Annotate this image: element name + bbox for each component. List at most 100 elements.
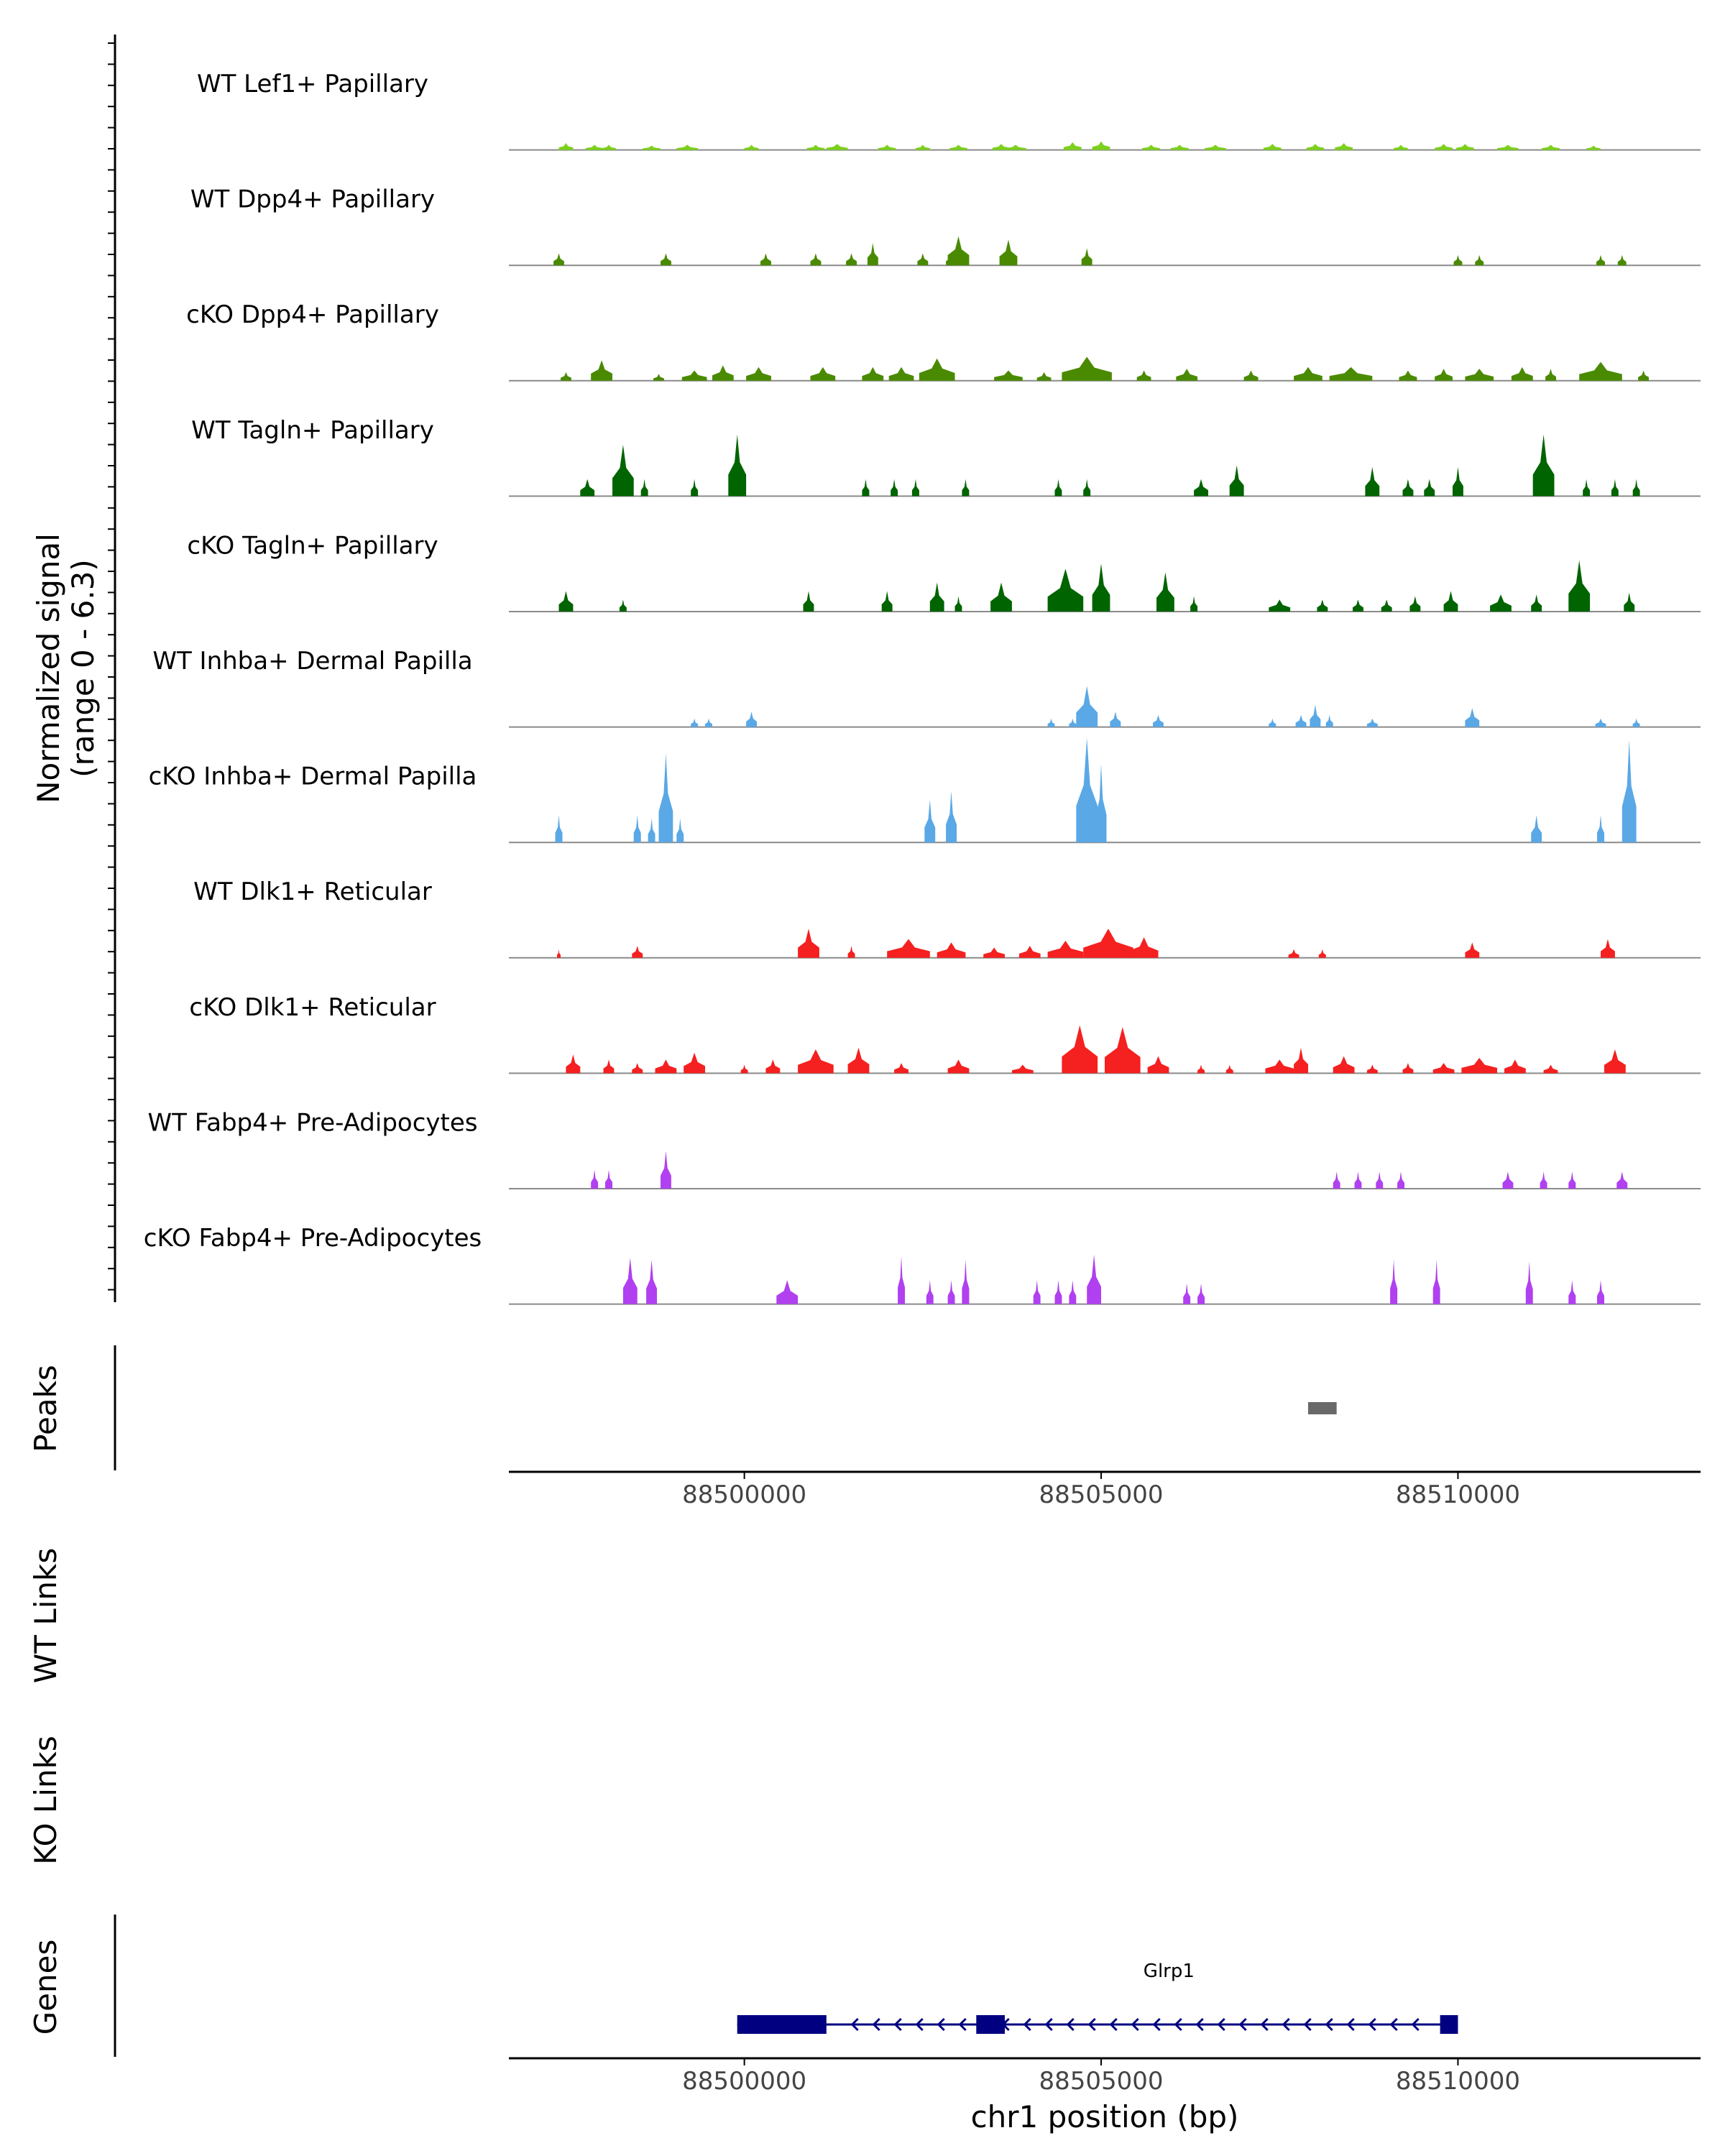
coverage-peak: [602, 144, 616, 150]
coverage-peak: [691, 718, 699, 727]
coverage-peak: [1465, 942, 1480, 958]
coverage-peak: [990, 582, 1012, 612]
track-label: cKO Tagln+ Papillary: [187, 531, 438, 560]
coverage-peak: [1366, 1064, 1378, 1074]
coverage-peak: [1597, 1280, 1604, 1304]
coverage-peak: [603, 1059, 615, 1074]
coverage-peak: [994, 370, 1023, 381]
coverage-peak: [846, 253, 857, 266]
coverage-peak: [1490, 594, 1512, 612]
gene-name: Glrp1: [1144, 1961, 1195, 1982]
coverage-peak: [691, 479, 699, 497]
coverage-peak: [810, 367, 836, 381]
coverage-peak: [1295, 714, 1307, 727]
coverage-peak: [653, 374, 664, 381]
strand-arrow: [872, 2017, 880, 2032]
strand-arrow: [1389, 2017, 1398, 2032]
coverage-peak: [622, 1258, 638, 1304]
coverage-peak: [655, 1059, 677, 1074]
coverage-peak: [1531, 815, 1542, 843]
coverage-peak: [1568, 1171, 1576, 1189]
coverage-peak: [558, 143, 574, 150]
coverage-peak: [1435, 144, 1453, 150]
coverage-peak: [1333, 1056, 1355, 1074]
coverage-ylabel-line1: Normalized signal: [31, 533, 66, 803]
track-label: cKO Inhba+ Dermal Papilla: [149, 763, 477, 791]
coverage-peak: [1317, 599, 1328, 612]
coverage-peak: [684, 1052, 705, 1074]
strand-arrow: [915, 2017, 924, 2032]
strand-arrow: [1411, 2017, 1420, 2032]
peak-intervals: [1307, 1402, 1337, 1414]
coverage-peak: [632, 1063, 643, 1074]
coverage-peak: [1595, 718, 1606, 727]
strand-arrow: [958, 2017, 967, 2032]
coverage-peak: [1402, 1063, 1414, 1074]
track-label: cKO Dpp4+ Papillary: [186, 300, 439, 329]
coverage-peak: [648, 818, 656, 843]
gene-model: Glrp1: [737, 1961, 1458, 2034]
coverage-peak: [1205, 144, 1226, 150]
coverage-peak: [1318, 949, 1326, 958]
wt-links-label: WT Links: [28, 1548, 63, 1683]
coverage-peak: [1545, 369, 1556, 381]
coverage-peak: [1365, 466, 1380, 497]
coverage-peak: [1531, 594, 1542, 612]
coverage-peak: [878, 144, 896, 150]
coverage-peak: [1632, 718, 1640, 727]
coverage-peak: [898, 1256, 905, 1304]
coverage-peak: [643, 145, 661, 150]
coverage-peak: [847, 1047, 870, 1074]
coverage-peak: [888, 367, 914, 381]
coverage-peak: [1156, 572, 1174, 612]
coverage-peak: [676, 144, 699, 150]
coverage-peak: [1076, 738, 1098, 843]
coverage-peak: [1397, 1171, 1404, 1189]
coverage-peak: [1376, 1171, 1384, 1189]
coverage-peak: [947, 1280, 955, 1304]
coverage-peak: [924, 799, 936, 843]
track-label: WT Inhba+ Dermal Papilla: [152, 647, 472, 676]
track-label: cKO Dlk1+ Reticular: [189, 993, 436, 1022]
coverage-peak: [1288, 949, 1300, 958]
coverage-peak: [1229, 465, 1244, 497]
coverage-peak: [705, 718, 712, 727]
strand-arrow: [937, 2017, 945, 2032]
coverage-peak: [1532, 434, 1555, 497]
strand-arrow: [1325, 2017, 1333, 2032]
coverage-peak: [591, 360, 612, 381]
coverage-peak: [1170, 144, 1189, 150]
coverage-y-ticks: [108, 42, 115, 1291]
coverage-peak: [1399, 370, 1417, 381]
coverage-peak: [1601, 939, 1615, 958]
coverage-peak: [1353, 599, 1363, 612]
coverage-peak: [1306, 144, 1325, 150]
coverage-peak: [1432, 1063, 1455, 1074]
ko-links-label: KO Links: [28, 1736, 63, 1865]
coverage-peak: [1095, 763, 1107, 843]
coverage-peak: [1354, 1171, 1362, 1189]
coverage-peak: [746, 367, 771, 381]
coverage-peak: [1092, 141, 1110, 150]
coverage-peak: [746, 711, 757, 727]
x-tick-label: 88510000: [1396, 1480, 1520, 1509]
x-tick-label: 88510000: [1396, 2067, 1520, 2096]
coverage-peak: [806, 144, 825, 150]
coverage-peak: [1269, 599, 1291, 612]
coverage-peak: [553, 253, 564, 266]
coverage-peak: [557, 949, 561, 958]
track-label: WT Lef1+ Papillary: [197, 70, 428, 98]
coverage-peak: [798, 929, 819, 958]
coverage-track: cKO Tagln+ Papillary: [187, 531, 1701, 612]
coverage-peak: [1402, 479, 1414, 497]
track-label: WT Fabp4+ Pre-Adipocytes: [148, 1108, 478, 1137]
coverage-peak: [1294, 367, 1322, 381]
coverage-peak: [776, 1280, 799, 1304]
track-label: WT Dpp4+ Papillary: [190, 185, 435, 214]
coverage-peak: [1453, 466, 1463, 497]
coverage-peak: [1465, 708, 1480, 727]
coverage-peak: [1062, 1025, 1098, 1074]
track-label: WT Dlk1+ Reticular: [193, 877, 432, 906]
peaks-x-ticks: 88500000 88505000 88510000: [682, 1472, 1520, 1509]
